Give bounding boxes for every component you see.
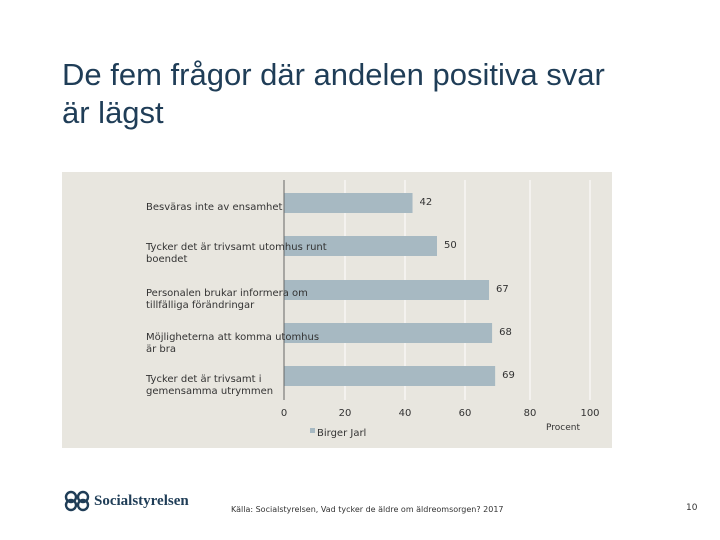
- logo-text: Socialstyrelsen: [94, 492, 189, 509]
- legend-label: Birger Jarl: [317, 428, 366, 439]
- x-tick-label: 0: [281, 408, 287, 419]
- bar: [284, 323, 493, 343]
- page-number: 10: [686, 503, 698, 513]
- x-tick-label: 100: [580, 408, 599, 419]
- legend-swatch: [310, 428, 315, 433]
- bar: [284, 366, 496, 386]
- bar: [284, 236, 437, 256]
- data-label: 42: [420, 197, 433, 208]
- x-axis-title: Procent: [546, 423, 580, 433]
- category-label: Möjligheterna att komma utomhus är bra: [146, 332, 320, 355]
- data-label: 67: [496, 284, 509, 295]
- data-label: 68: [499, 327, 512, 338]
- bar: [284, 193, 413, 213]
- chart-panel: 42 50 67 68 69 0 20 40 60 80 100 Procent Birger Jarl…: [62, 172, 612, 448]
- x-tick-label: 80: [524, 408, 537, 419]
- category-label: Besväras inte av ensamhet: [146, 202, 283, 213]
- x-tick-label: 60: [459, 408, 472, 419]
- slide-title: De fem frågor där andelen positiva svar …: [62, 56, 702, 132]
- x-tick-label: 40: [399, 408, 412, 419]
- source-note: Källa: Socialstyrelsen, Vad tycker de äl…: [231, 505, 504, 514]
- logo-emblem-icon: [64, 490, 90, 512]
- bar: [284, 280, 490, 300]
- slide-title-line-1: De fem frågor där andelen positiva svar: [62, 57, 605, 92]
- x-tick-label: 20: [339, 408, 352, 419]
- socialstyrelsen-logo: Socialstyrelsen: [64, 488, 189, 514]
- category-label: Personalen brukar informera om tillfälli…: [146, 288, 308, 311]
- data-label: 69: [502, 370, 515, 381]
- data-label: 50: [444, 240, 457, 251]
- category-label: Tycker det är trivsamt utomhus runt boen…: [146, 242, 327, 265]
- slide-title-line-2: är lägst: [62, 95, 164, 130]
- category-label: Tycker det är trivsamt i gemensamma utry…: [146, 374, 274, 397]
